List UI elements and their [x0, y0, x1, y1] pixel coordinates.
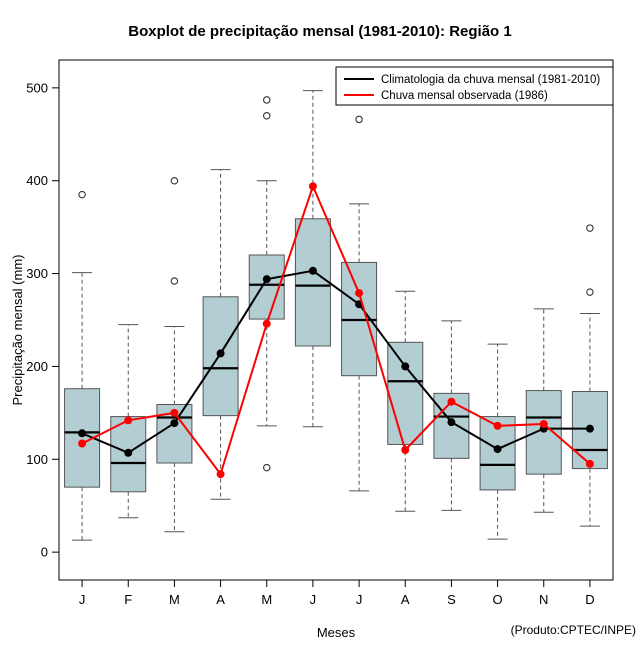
x-tick-label: J — [356, 592, 363, 607]
series-point — [355, 289, 364, 298]
x-tick-label: A — [216, 592, 225, 607]
chart-legend: Climatologia da chuva mensal (1981-2010)… — [335, 66, 614, 106]
y-tick-label: 100 — [26, 452, 48, 467]
box-iqr — [387, 341, 424, 445]
outlier-point — [586, 288, 594, 296]
x-axis-title: Meses — [317, 625, 356, 640]
boxplot-box — [64, 190, 101, 541]
outlier-point — [262, 463, 271, 472]
boxplot-series — [64, 90, 608, 541]
outlier-point — [262, 96, 271, 104]
x-tick-label: M — [169, 592, 180, 607]
y-tick-label: 300 — [26, 266, 48, 281]
series-point — [170, 408, 179, 417]
series-point — [78, 439, 87, 448]
x-tick-label: M — [261, 592, 272, 607]
box-iqr — [294, 218, 331, 347]
series-point — [585, 459, 594, 468]
outlier-point — [586, 224, 594, 232]
x-tick-label: O — [493, 592, 503, 607]
series-point — [308, 182, 317, 191]
series-point — [124, 448, 133, 457]
plot-border — [58, 59, 614, 581]
plot-frame — [58, 59, 614, 581]
x-tick-label: D — [585, 592, 594, 607]
series-point — [493, 445, 502, 454]
x-tick-label: A — [401, 592, 410, 607]
series-point — [170, 419, 179, 428]
series-line — [81, 269, 590, 454]
boxplot-box — [387, 290, 424, 512]
y-tick-label: 0 — [41, 545, 48, 560]
series-point — [216, 470, 225, 479]
series-point — [493, 421, 502, 430]
series-point — [262, 275, 271, 284]
boxplot-box — [294, 90, 331, 428]
outlier-point — [78, 190, 86, 199]
line-series — [78, 182, 594, 479]
boxplot-box — [248, 96, 285, 472]
series-point — [78, 429, 87, 438]
x-tick-label: F — [124, 592, 132, 607]
outlier-point — [355, 115, 363, 124]
product-credit: (Produto:CPTEC/INPE) — [511, 623, 636, 637]
series-point — [539, 420, 548, 428]
chart-title: Boxplot de precipitação mensal (1981-201… — [128, 23, 511, 40]
series-point — [216, 349, 225, 358]
legend-label: Chuva mensal observada (1986) — [381, 90, 548, 102]
series-observed — [78, 182, 594, 479]
legend-label: Climatologia da chuva mensal (1981-2010) — [381, 74, 600, 86]
x-tick-label: J — [79, 592, 86, 607]
y-tick-label: 400 — [26, 173, 48, 188]
outlier-point — [170, 176, 179, 185]
series-climatology — [78, 266, 594, 457]
series-point — [447, 418, 456, 427]
series-point — [124, 416, 133, 425]
x-tick-label: S — [447, 592, 456, 607]
x-tick-label: N — [539, 592, 548, 607]
series-line — [81, 183, 591, 477]
y-tick-label: 500 — [26, 80, 48, 95]
x-tick-label: J — [310, 592, 317, 607]
legend-box — [335, 66, 614, 106]
series-point — [401, 362, 410, 371]
y-axis-title: Precipitação mensal (mm) — [10, 255, 25, 406]
series-point — [447, 397, 456, 406]
y-tick-label: 200 — [26, 359, 48, 374]
series-point — [308, 266, 317, 275]
series-point — [401, 446, 410, 454]
series-point — [262, 319, 271, 328]
outlier-point — [170, 277, 179, 285]
series-point — [585, 424, 594, 433]
outlier-point — [262, 111, 271, 120]
y-axis: 0 100 200 300 400 500 — [26, 80, 59, 560]
